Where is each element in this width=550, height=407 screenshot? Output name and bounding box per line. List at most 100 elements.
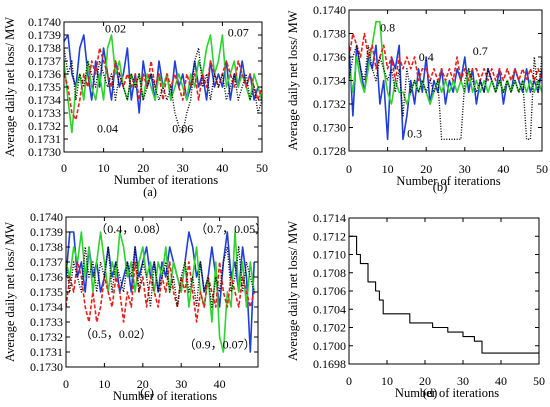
series-line-3 [66, 261, 255, 323]
y-tick-label: 0.1738 [30, 240, 63, 254]
annotation-label: （0.7，0.05） [195, 222, 267, 236]
y-axis-label: Average daily net loss/ MW [286, 221, 300, 361]
y-tick-label: 0.1740 [313, 3, 346, 17]
y-tick-label: 0.1736 [28, 67, 61, 81]
plot-area [66, 231, 255, 353]
y-tick-label: 0.1704 [313, 302, 346, 316]
y-tick-label: 0.1734 [313, 74, 346, 88]
y-tick-label: 0.1735 [30, 285, 63, 299]
y-tick-label: 0.1740 [30, 210, 63, 224]
x-tick-label: 50 [536, 162, 548, 176]
chart-panel-c: 0.17300.17310.17320.17330.17340.17350.17… [3, 210, 267, 403]
y-tick-label: 0.1732 [30, 330, 63, 344]
annotation-label: 0.06 [172, 122, 193, 136]
chart-panel-b: 0.1728 0.1730 0.1732 0.1734 0.1736 0.1738 0.17… [286, 3, 548, 194]
x-tick-label: 20 [420, 162, 432, 176]
x-tick-label: 40 [497, 162, 509, 176]
y-tick-label: 0.1737 [30, 255, 63, 269]
annotation-label: （0.9，0.07） [184, 338, 256, 352]
series-line-1 [349, 44, 542, 141]
x-axis-label: Number of iterations [114, 173, 218, 187]
y-tick-label: 0.1731 [30, 345, 63, 359]
y-tick-label: 0.1733 [28, 106, 61, 120]
y-axis-label: Average daily net loss/ MW [3, 222, 17, 362]
plot-area [349, 20, 542, 141]
x-tick-label: 40 [214, 377, 226, 391]
y-tick-label: 0.1731 [28, 132, 61, 146]
x-tick-label: 30 [175, 377, 187, 391]
y-tick-label: 0.1728 [313, 144, 346, 158]
y-tick-label: 0.1734 [30, 300, 63, 314]
chart-panel-d: 0.1698 0.1700 0.1702 0.1704 0.1706 0.1708 0.17… [286, 211, 545, 400]
series-line-2 [64, 34, 262, 134]
y-tick-label: 0.1730 [28, 145, 61, 159]
y-tick-label: 0.1738 [313, 27, 346, 41]
x-axis-label: Number of iterations [396, 174, 500, 188]
y-tick-label: 0.1739 [28, 28, 61, 42]
series-line-1 [349, 235, 539, 354]
y-tick-label: 0.1739 [30, 225, 63, 239]
plot-area [349, 235, 539, 354]
x-tick-label: 30 [177, 161, 189, 175]
y-tick-label: 0.1740 [28, 15, 61, 29]
x-tick-label: 40 [216, 161, 228, 175]
chart-panel-a: 0.17300.17310.17320.17330.17340.17350.17… [3, 15, 268, 199]
x-axis-label: Number of iterations [113, 389, 217, 403]
annotation-label: 0.04 [97, 122, 118, 136]
x-tick-label: 10 [98, 161, 110, 175]
x-tick-label: 20 [137, 377, 149, 391]
y-tick-label: 0.1710 [313, 248, 346, 262]
y-tick-label: 0.1738 [28, 41, 61, 55]
y-tick-label: 0.1706 [313, 284, 346, 298]
annotation-label: 0.07 [228, 25, 249, 39]
y-tick-label: 0.1698 [313, 357, 346, 371]
series-line-3 [349, 32, 542, 82]
y-tick-label: 0.1714 [313, 211, 346, 225]
series-line-1 [64, 34, 262, 114]
x-tick-label: 10 [98, 377, 110, 391]
panel-caption: (d) [423, 386, 438, 400]
series-line-1 [66, 231, 255, 353]
panel-caption: (a) [143, 185, 157, 199]
y-axis-label: Average daily net loss/ MW [3, 17, 17, 157]
series-line-4 [349, 44, 542, 140]
panel-caption: (c) [140, 386, 154, 400]
y-tick-label: 0.1736 [313, 50, 346, 64]
y-tick-label: 0.1700 [313, 339, 346, 353]
x-tick-label: 40 [495, 374, 507, 388]
x-tick-label: 0 [61, 161, 67, 175]
x-tick-label: 50 [256, 161, 268, 175]
annotation-label: 0.4 [419, 50, 434, 64]
x-tick-label: 10 [382, 162, 394, 176]
y-tick-label: 0.1732 [28, 119, 61, 133]
x-tick-label: 30 [457, 374, 469, 388]
y-tick-label: 0.1737 [28, 54, 61, 68]
x-tick-label: 20 [137, 161, 149, 175]
series-line-2 [66, 231, 255, 353]
series-line-3 [64, 47, 262, 121]
x-axis-label: Number of iterations [395, 386, 499, 400]
annotation-label: （0.4，0.08） [95, 222, 167, 236]
y-tick-label: 0.1736 [30, 270, 63, 284]
y-tick-label: 0.1712 [313, 229, 346, 243]
x-tick-label: 10 [381, 374, 393, 388]
y-tick-label: 0.1733 [30, 315, 63, 329]
x-tick-label: 20 [419, 374, 431, 388]
annotation-label: （0.5，0.02） [80, 327, 152, 341]
x-tick-label: 30 [459, 162, 471, 176]
y-tick-label: 0.1702 [313, 321, 346, 335]
series-line-4 [64, 47, 262, 134]
annotation-label: 0.3 [407, 126, 422, 140]
annotation-label: 0.02 [105, 22, 126, 36]
annotation-label: 0.7 [473, 44, 488, 58]
x-tick-label: 0 [346, 162, 352, 176]
plot-area [64, 34, 262, 134]
y-tick-label: 0.1730 [30, 360, 63, 374]
y-tick-label: 0.1732 [313, 97, 346, 111]
y-tick-label: 0.1735 [28, 80, 61, 94]
y-tick-label: 0.1730 [313, 121, 346, 135]
x-tick-label: 50 [533, 374, 545, 388]
panel-caption: (b) [433, 180, 448, 194]
x-tick-label: 0 [346, 374, 352, 388]
